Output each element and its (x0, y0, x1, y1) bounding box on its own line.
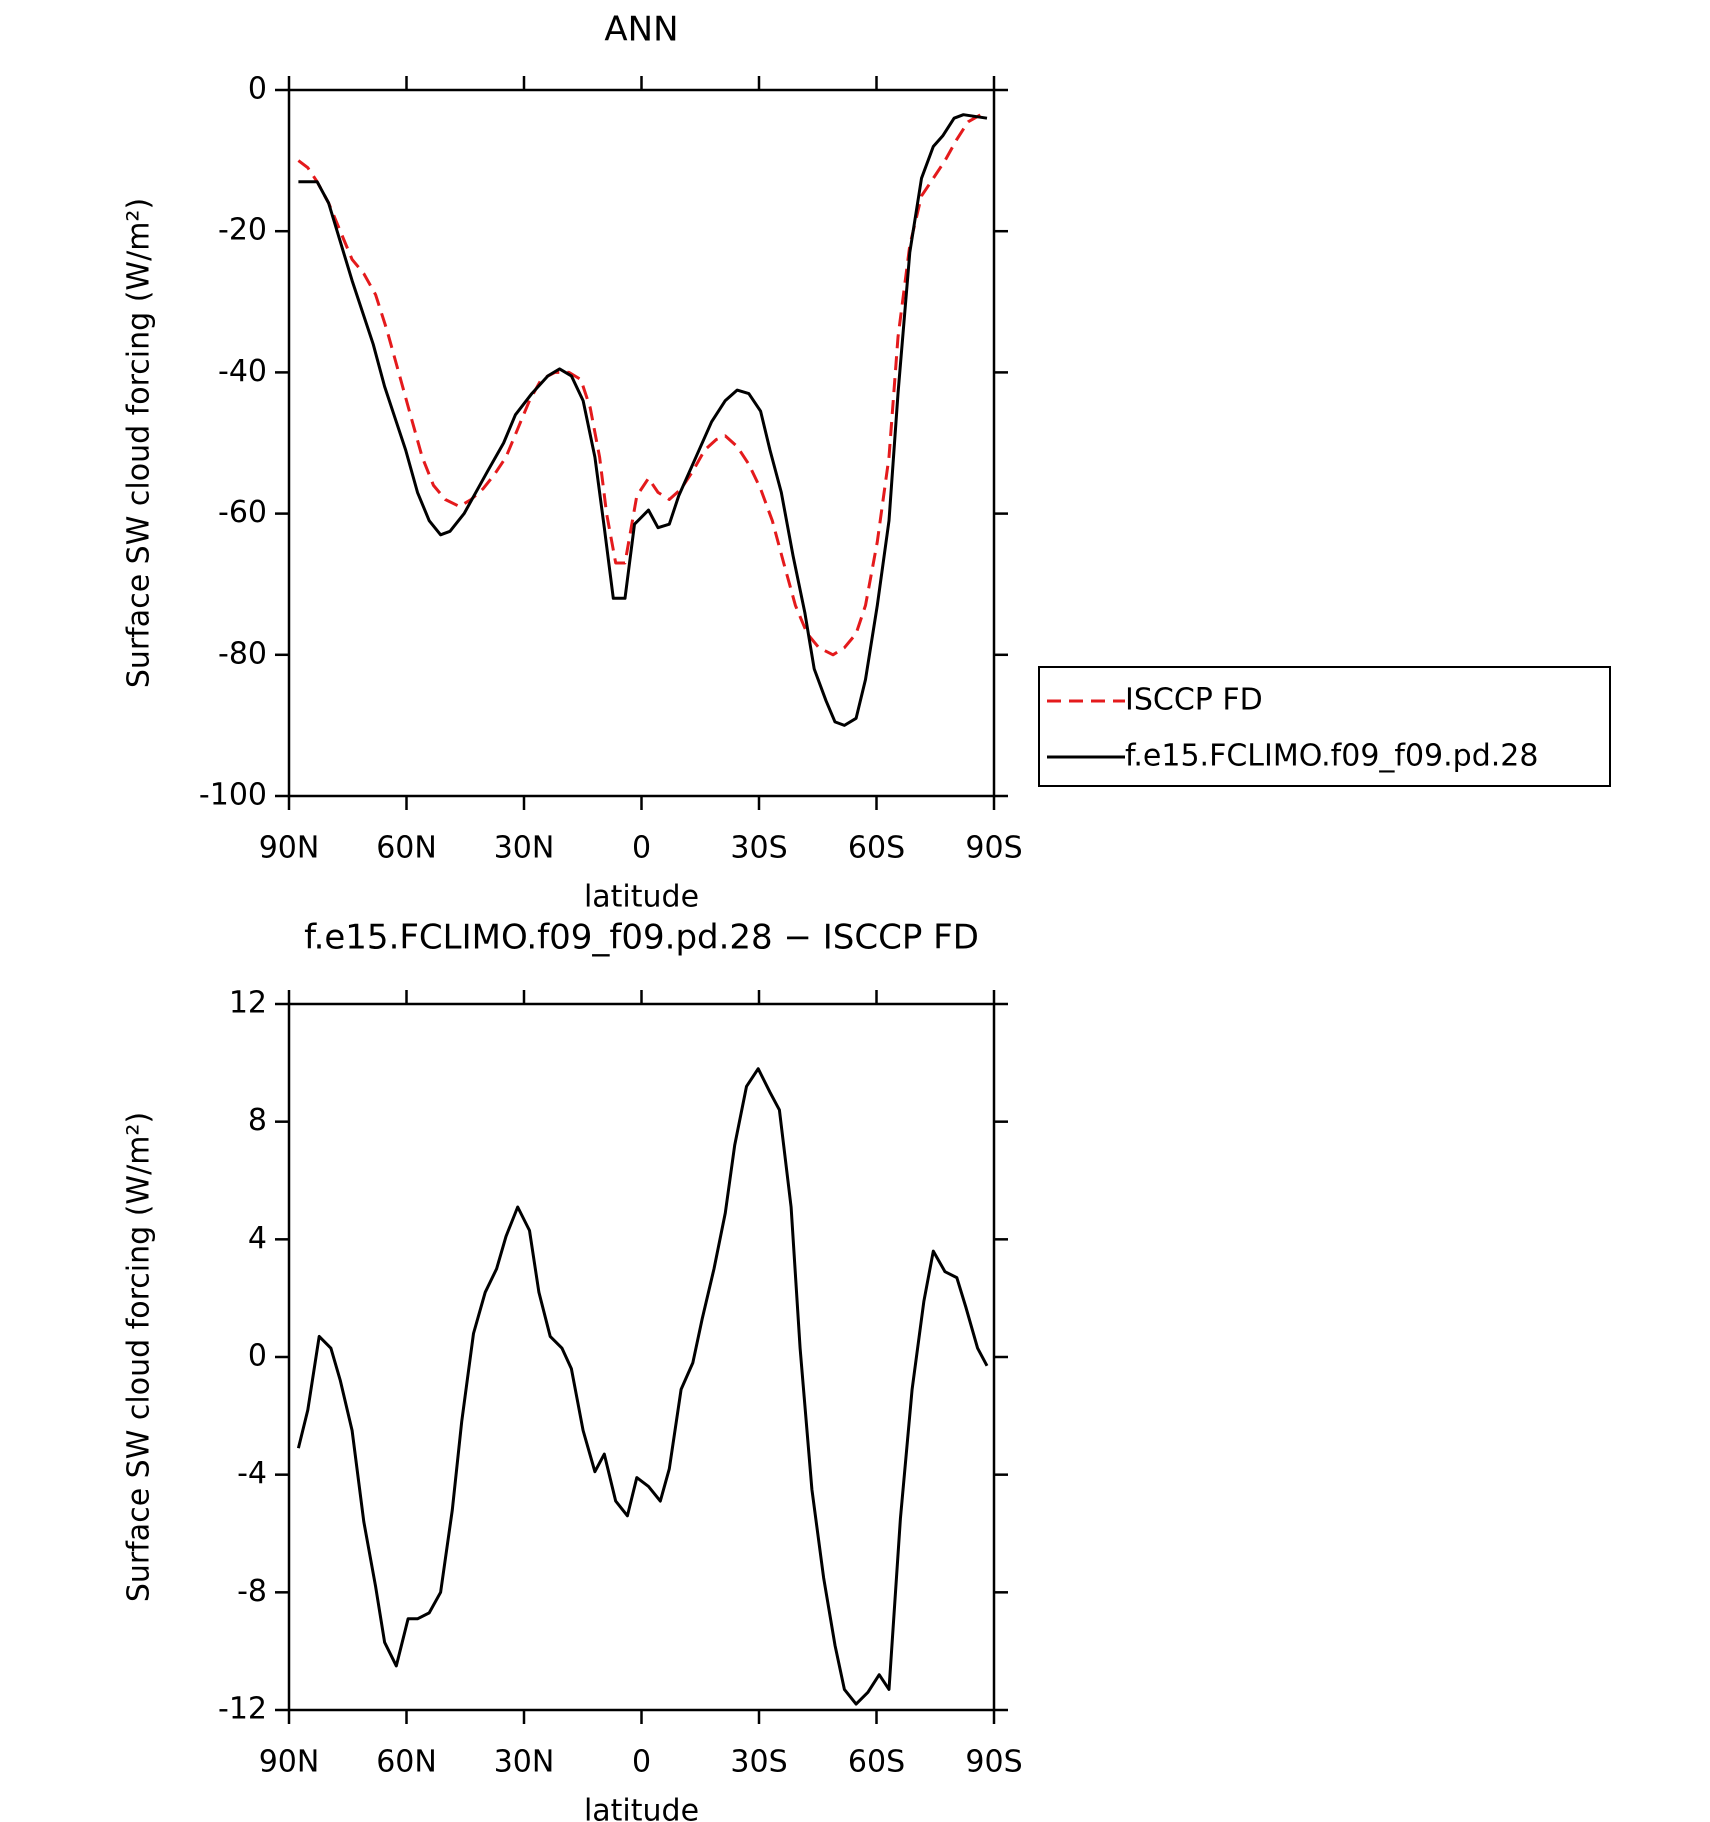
data-line (297, 109, 988, 657)
y-tick-label: 0 (248, 1339, 267, 1374)
x-tick-label: 90N (259, 831, 320, 866)
data-line (298, 113, 988, 727)
legend-label: f.e15.FCLIMO.f09_f09.pd.28 (1125, 739, 1538, 774)
x-tick-label: 60S (848, 1745, 905, 1780)
plot-frame (287, 88, 996, 798)
y-tick-label: -4 (237, 1456, 267, 1491)
y-tick-label: -12 (218, 1692, 267, 1727)
y-axis-label: Surface SW cloud forcing (W/m²) (122, 198, 157, 688)
x-axis-label: latitude (584, 1794, 699, 1822)
x-tick-label: 90N (259, 1745, 320, 1780)
y-axis-label: Surface SW cloud forcing (W/m²) (122, 1112, 157, 1602)
data-line (296, 1067, 989, 1706)
x-tick-label: 30N (494, 1745, 555, 1780)
y-tick-label: 8 (248, 1103, 267, 1138)
legend-label: ISCCP FD (1125, 683, 1263, 718)
y-tick-label: -80 (218, 636, 267, 671)
legend-box (1038, 666, 1611, 787)
x-axis-label: latitude (584, 880, 699, 915)
x-tick-label: 30S (730, 831, 787, 866)
y-tick-label: -20 (218, 213, 267, 248)
plot-frame (287, 1002, 996, 1712)
y-tick-label: 4 (248, 1221, 267, 1256)
x-tick-label: 30S (730, 1745, 787, 1780)
y-tick-label: -100 (199, 778, 267, 813)
y-tick-label: -60 (218, 495, 267, 530)
chart-title: f.e15.FCLIMO.f09_f09.pd.28 − ISCCP FD (304, 918, 979, 958)
x-tick-label: 0 (632, 1745, 651, 1780)
y-tick-label: 0 (248, 72, 267, 107)
y-tick-label: -8 (237, 1574, 267, 1609)
y-tick-label: 12 (229, 986, 267, 1021)
y-tick-label: -40 (218, 354, 267, 389)
x-tick-label: 90S (965, 1745, 1022, 1780)
x-tick-label: 60N (376, 1745, 437, 1780)
x-tick-label: 90S (965, 831, 1022, 866)
x-tick-label: 60S (848, 831, 905, 866)
x-tick-label: 0 (632, 831, 651, 866)
chart-title: ANN (604, 10, 678, 50)
x-tick-label: 60N (376, 831, 437, 866)
x-tick-label: 30N (494, 831, 555, 866)
